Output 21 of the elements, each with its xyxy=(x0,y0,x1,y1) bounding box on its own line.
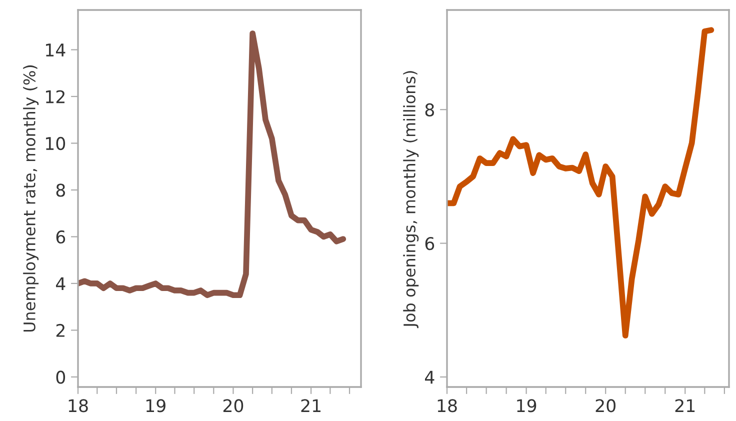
x-tick-label: 20 xyxy=(596,399,616,412)
y-axis-title: Unemployment rate, monthly (%) xyxy=(23,65,39,332)
y-tick-label: 12 xyxy=(46,90,64,104)
y-tick-label: 14 xyxy=(46,44,66,56)
x-tick-label: 21 xyxy=(675,399,695,412)
y-tick-label: 6 xyxy=(56,230,66,244)
y-tick-label: 10 xyxy=(46,136,66,150)
y-tick-label: 4 xyxy=(56,277,66,290)
y-tick-label: 4 xyxy=(424,370,434,384)
y-tick-label: 8 xyxy=(56,184,66,197)
y-tick-label: 8 xyxy=(425,103,434,116)
x-tick-label: 19 xyxy=(517,399,536,412)
x-tick-label: 21 xyxy=(301,399,320,412)
x-tick-label: 19 xyxy=(146,399,166,412)
x-tick-label: 18 xyxy=(438,399,457,412)
y-tick-label: 2 xyxy=(56,324,64,337)
y-tick-label: 0 xyxy=(56,370,66,384)
y-tick-label: 6 xyxy=(425,236,434,250)
x-tick-label: 20 xyxy=(223,399,244,412)
y-axis-title: Job openings, monthly (millions) xyxy=(403,71,419,328)
x-tick-label: 18 xyxy=(68,399,88,412)
